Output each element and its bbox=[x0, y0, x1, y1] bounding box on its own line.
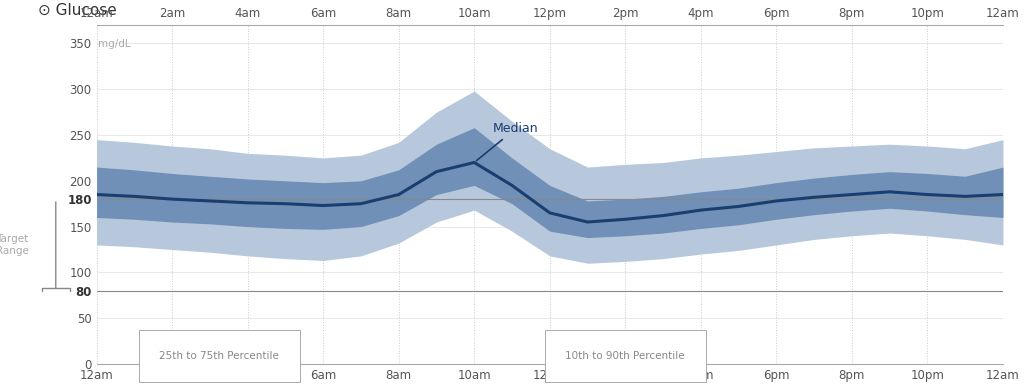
Text: ⊙ Glucose: ⊙ Glucose bbox=[38, 3, 117, 18]
Text: 10th to 90th Percentile: 10th to 90th Percentile bbox=[565, 351, 685, 361]
Text: Target
Range: Target Range bbox=[0, 234, 29, 256]
Text: Median: Median bbox=[476, 122, 539, 161]
FancyBboxPatch shape bbox=[154, 350, 286, 361]
Text: mg/dL: mg/dL bbox=[98, 39, 131, 49]
Text: 25th to 75th Percentile: 25th to 75th Percentile bbox=[160, 351, 280, 361]
